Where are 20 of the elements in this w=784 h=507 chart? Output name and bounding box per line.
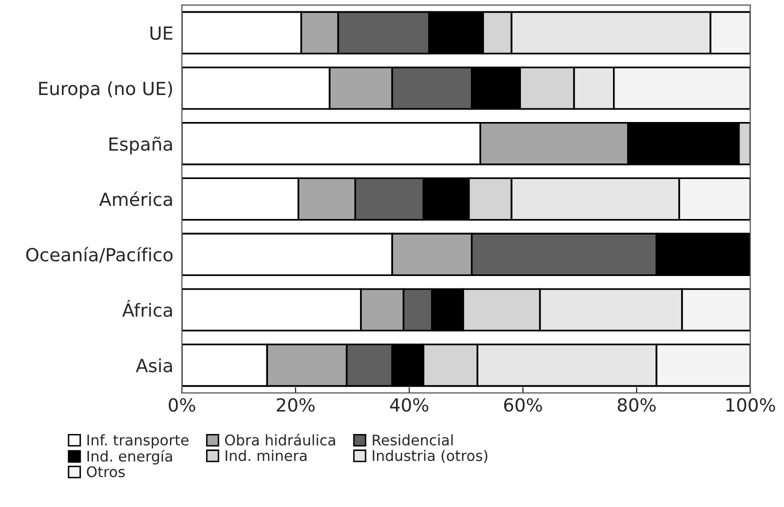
legend-label: Otros xyxy=(86,466,125,478)
y-tick-label: Asia xyxy=(136,358,172,372)
x-tick-label: 80% xyxy=(618,398,656,412)
y-tick-label: España xyxy=(109,136,172,154)
x-tick-label: 20% xyxy=(276,398,315,412)
x-tick-label: 0% xyxy=(168,398,196,412)
legend-label: Inf. transporte xyxy=(87,434,189,448)
y-tick-label: América xyxy=(99,191,172,206)
x-tick-label: 100% xyxy=(726,398,776,412)
legend-label: Obra hidráulica xyxy=(225,434,336,446)
x-tick-label: 40% xyxy=(390,398,428,412)
y-tick-label: Europa (no UE) xyxy=(39,81,172,99)
y-tick-label: África xyxy=(122,300,172,317)
x-tick-label: 60% xyxy=(504,398,542,412)
legend-label: Ind. energía xyxy=(87,450,172,465)
y-tick-label: Oceanía/Pacífico xyxy=(26,246,173,263)
legend-label: Industria (otros) xyxy=(372,450,488,463)
legend-label: Residencial xyxy=(372,434,453,446)
y-tick-label: UE xyxy=(150,26,172,40)
legend-label: Ind. minera xyxy=(226,450,306,462)
